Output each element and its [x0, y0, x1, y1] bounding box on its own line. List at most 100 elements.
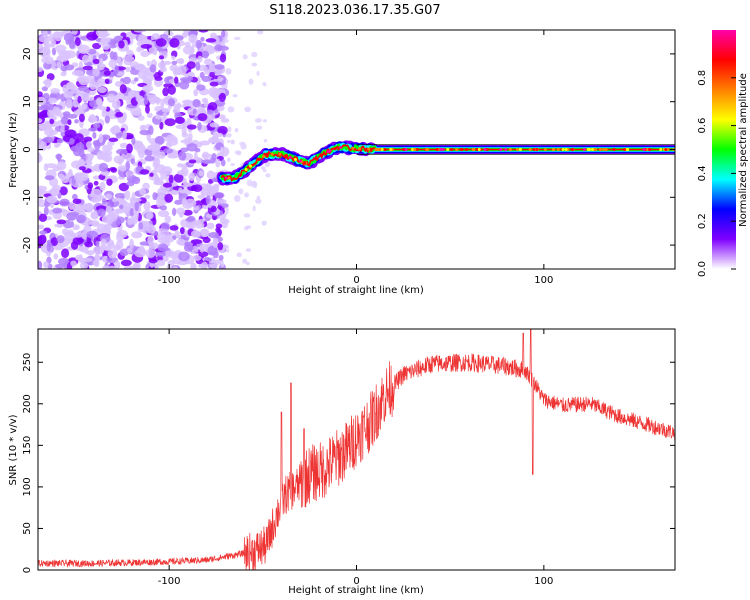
spectrogram-noise-cell [215, 223, 223, 229]
spectrogram-noise-cell [262, 82, 267, 87]
spectrogram-noise-cell [38, 66, 44, 73]
spectrogram-noise-cell [248, 78, 254, 85]
spectrogram-noise-cell [110, 110, 116, 115]
spectrogram-noise-cell [75, 254, 83, 261]
spectrogram-noise-cell [188, 172, 195, 181]
snr-x-ticks: -100 0 100 [158, 329, 553, 587]
spectrogram-noise-cell [162, 182, 172, 188]
spectrogram-noise-cell [59, 186, 68, 196]
spectrogram-noise-cell [70, 260, 77, 267]
spectrogram-noise-cell [115, 92, 125, 102]
spectrogram-noise-cell [226, 248, 230, 253]
spectrogram-noise-cell [72, 98, 79, 108]
spectrogram-noise-cell [50, 237, 59, 247]
spectrogram-noise-cell [209, 263, 218, 269]
spectrogram-track-cell [485, 148, 489, 151]
spectrogram-noise-cell [147, 235, 154, 245]
spectrogram-noise-cell [54, 223, 64, 228]
spectrogram-noise-cell [154, 76, 163, 81]
colorbar-gradient [712, 30, 736, 269]
spectrogram-noise-cell [140, 124, 147, 130]
spectrogram-noise-cell [72, 236, 84, 245]
spectrogram-noise-cell [155, 251, 166, 257]
spectrogram-noise-cell [63, 90, 74, 99]
spectrogram-noise-cell [171, 103, 183, 108]
spectrogram-noise-cell [104, 245, 112, 252]
spectrogram-noise-cell [255, 198, 262, 204]
spectrogram-noise-cell [120, 259, 132, 267]
spectrogram-noise-cell [201, 97, 208, 104]
spectrogram-noise-cell [245, 261, 250, 266]
spectrogram-noise-cell [206, 222, 215, 230]
spectrogram-noise-cell [118, 40, 125, 49]
spectrogram-noise-cell [106, 215, 114, 225]
spectrogram-noise-cell [217, 242, 224, 251]
spectrogram-noise-cell [76, 214, 86, 224]
spectrogram-noise-cell [164, 215, 172, 224]
spectrogram-noise-cell [243, 213, 251, 218]
spectrogram-noise-cell [220, 159, 226, 167]
spectrogram-noise-cell [145, 86, 150, 97]
spectrogram-noise-cell [53, 253, 59, 260]
spectrogram-noise-cell [73, 133, 84, 143]
spectrogram-noise-cell [126, 143, 133, 154]
spectrogram-noise-cell [60, 175, 70, 184]
spectrogram-track-cell [435, 148, 439, 151]
spectrogram-noise-cell [101, 198, 107, 204]
spectrogram-noise-cell [56, 61, 62, 69]
spectrogram-noise-cell [110, 167, 118, 173]
spectrogram-noise-cell [57, 55, 69, 62]
spectrogram-track-cell [483, 148, 487, 151]
spectrogram-track-cell [413, 148, 417, 151]
spectrogram-noise-cell [72, 224, 80, 231]
colorbar-tick-label: 0.6 [697, 118, 708, 134]
spectrogram-noise-cell [134, 249, 146, 258]
spectrogram-noise-cell [107, 140, 115, 147]
spectrogram-track-cell [623, 148, 627, 151]
spectrogram-track-cell [258, 157, 262, 161]
spectrogram-noise-cell [138, 222, 144, 230]
spectrogram-noise-cell [227, 126, 232, 133]
spectrogram-y-tick-label: 0 [22, 146, 33, 152]
spectrogram-noise-cell [169, 225, 179, 231]
spectrogram-noise-cell [56, 235, 65, 244]
spectrogram-noise-cell [83, 96, 95, 102]
spectrogram-noise-cell [255, 125, 263, 130]
spectrogram-noise-cell [108, 265, 116, 269]
spectrogram-track-cell [535, 148, 539, 151]
spectrogram-noise-cell [212, 239, 219, 248]
spectrogram-noise-cell [140, 50, 150, 58]
spectrogram-noise-cell [192, 108, 197, 115]
spectrogram-noise-cell [181, 163, 188, 170]
spectrogram-noise-cell [182, 177, 187, 186]
spectrogram-track-cell [598, 148, 602, 151]
spectrogram-noise-cell [64, 64, 75, 71]
spectrogram-noise-cell [126, 49, 134, 57]
spectrogram-noise-cell [139, 169, 150, 175]
spectrogram-noise-cell [208, 63, 217, 73]
spectrogram-noise-cell [87, 182, 94, 190]
spectrogram-track-cell [389, 148, 393, 151]
spectrogram-noise-cell [58, 257, 70, 266]
spectrogram-noise-cell [60, 71, 67, 77]
spectrogram-noise-cell [129, 208, 135, 217]
spectrogram-noise-cell [132, 263, 140, 269]
spectrogram-track-cell [265, 152, 269, 156]
snr-x-tick-label: 0 [353, 576, 359, 587]
spectrogram-noise-cell [109, 51, 115, 60]
spectrogram-noise-cell [188, 34, 198, 44]
spectrogram-track-cell [612, 148, 616, 151]
spectrogram-noise-cell [198, 170, 205, 177]
spectrogram-noise-cell [201, 153, 214, 158]
spectrogram-noise-cell [124, 189, 131, 200]
spectrogram-noise-cell [97, 64, 105, 71]
snr-y-axis-label: SNR (10 * v/v) [8, 414, 19, 485]
spectrogram-noise-cell [199, 140, 211, 146]
spectrogram-noise-cell [162, 112, 168, 119]
spectrogram-noise-cell [230, 162, 235, 167]
spectrogram-noise-cell [215, 158, 221, 168]
spectrogram-noise-cell [143, 201, 151, 211]
spectrogram-track-cell [284, 154, 288, 158]
spectrogram-noise-cell [231, 139, 235, 145]
spectrogram-track-cell [518, 148, 522, 151]
